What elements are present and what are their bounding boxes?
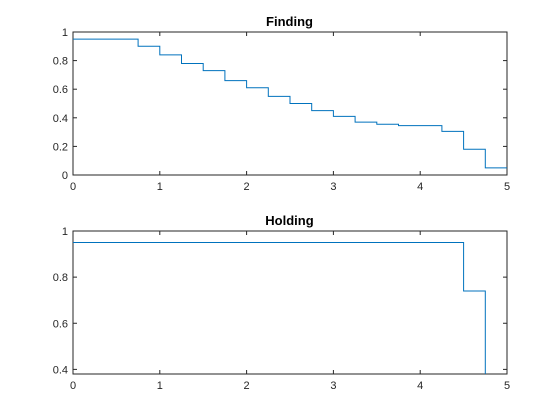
finding-ytick-label: 0.8 (53, 56, 68, 68)
holding-ytick-label: 1 (62, 226, 68, 238)
holding-xtick-label: 4 (417, 380, 423, 392)
holding-title: Holding (265, 213, 313, 228)
holding-ytick-label: 0.6 (53, 318, 68, 330)
finding-plot-frame (72, 31, 508, 176)
finding-axes: Finding 0 1 2 3 4 5 0 0.2 0.4 0.6 0.8 1 (53, 14, 510, 193)
finding-title: Finding (266, 14, 313, 29)
finding-ytick-label: 0.6 (53, 84, 68, 96)
holding-xtick-label: 2 (244, 380, 250, 392)
finding-xtick-label: 2 (244, 181, 250, 193)
holding-xtick-label: 3 (330, 380, 336, 392)
holding-xtick-label: 1 (157, 380, 163, 392)
holding-ytick-label: 0.4 (53, 364, 68, 376)
finding-ticks: 0 1 2 3 4 5 0 0.2 0.4 0.6 0.8 1 (53, 27, 510, 193)
holding-axes: Holding 0 1 2 3 4 5 0.4 0.6 0.8 1 (53, 213, 510, 392)
holding-plot-frame (72, 230, 508, 375)
finding-ytick-label: 0 (62, 170, 68, 182)
finding-series-line (73, 38, 507, 169)
finding-xtick-label: 0 (70, 181, 76, 193)
finding-ytick-label: 0.2 (53, 141, 68, 153)
holding-ticks: 0 1 2 3 4 5 0.4 0.6 0.8 1 (53, 226, 510, 392)
finding-ytick-label: 0.4 (53, 113, 68, 125)
finding-xtick-label: 1 (157, 181, 163, 193)
finding-ytick-label: 1 (62, 27, 68, 39)
holding-ytick-label: 0.8 (53, 272, 68, 284)
finding-xtick-label: 4 (417, 181, 423, 193)
finding-xtick-label: 3 (330, 181, 336, 193)
finding-xtick-label: 5 (504, 181, 510, 193)
holding-series-line (73, 242, 486, 374)
holding-xtick-label: 0 (70, 380, 76, 392)
holding-xtick-label: 5 (504, 380, 510, 392)
